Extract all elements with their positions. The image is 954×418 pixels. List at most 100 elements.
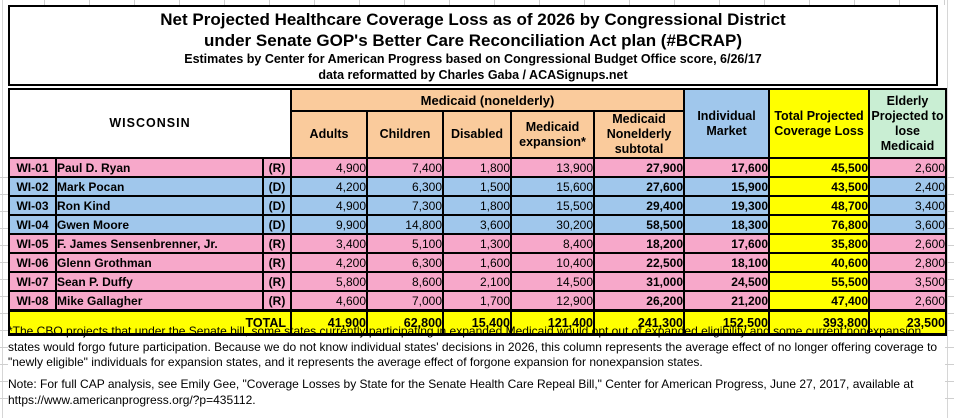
disabled-cell: 1,500: [442, 176, 512, 197]
state-label: WISCONSIN: [8, 88, 292, 159]
expansion-cell: 30,200: [510, 214, 595, 235]
children-cell: 14,800: [366, 214, 444, 235]
total-elderly-cell: 23,500: [868, 309, 947, 336]
elderly-cell: 2,400: [868, 176, 947, 197]
title-line-3: Estimates by Center for American Progres…: [184, 52, 762, 66]
disabled-cell: 3,600: [442, 214, 512, 235]
party-cell: (R): [262, 157, 292, 178]
total-subtotal-cell: 241,300: [593, 309, 685, 336]
coverage-loss-table: WISCONSIN Medicaid (nonelderly) Individu…: [8, 88, 947, 336]
table-row: WI-08 Mike Gallagher (R) 4,600 7,000 1,7…: [8, 290, 947, 312]
disabled-cell: 1,800: [442, 195, 512, 216]
column-header-total-loss: Total Projected Coverage Loss: [768, 88, 870, 159]
disabled-cell: 1,700: [442, 290, 512, 312]
expansion-cell: 13,900: [510, 157, 595, 178]
elderly-cell: 2,600: [868, 290, 947, 312]
individual-market-cell: 21,200: [683, 290, 770, 312]
subtotal-cell: 27,600: [593, 176, 685, 197]
column-header-disabled: Disabled: [442, 110, 512, 159]
total-row: TOTAL 41,900 62,800 15,400 121,400 241,3…: [8, 309, 947, 336]
title-line-1: Net Projected Healthcare Coverage Loss a…: [160, 10, 786, 29]
name-cell: Mark Pocan: [55, 176, 264, 197]
adults-cell: 4,600: [290, 290, 368, 312]
table-row: WI-04 Gwen Moore (D) 9,900 14,800 3,600 …: [8, 214, 947, 235]
children-cell: 6,300: [366, 252, 444, 273]
party-cell: (R): [262, 271, 292, 292]
individual-market-cell: 17,600: [683, 157, 770, 178]
district-cell: WI-08: [8, 290, 57, 312]
adults-cell: 4,200: [290, 252, 368, 273]
elderly-cell: 3,400: [868, 195, 947, 216]
district-cell: WI-07: [8, 271, 57, 292]
individual-market-cell: 17,600: [683, 233, 770, 254]
subtotal-cell: 58,500: [593, 214, 685, 235]
children-cell: 7,000: [366, 290, 444, 312]
name-cell: F. James Sensenbrenner, Jr.: [55, 233, 264, 254]
children-cell: 7,300: [366, 195, 444, 216]
adults-cell: 5,800: [290, 271, 368, 292]
total-loss-cell: 45,500: [768, 157, 870, 178]
subtotal-cell: 27,900: [593, 157, 685, 178]
disabled-cell: 2,100: [442, 271, 512, 292]
district-cell: WI-06: [8, 252, 57, 273]
sheet-gridlines-top: [0, 0, 954, 5]
elderly-cell: 3,500: [868, 271, 947, 292]
total-loss-cell: 40,600: [768, 252, 870, 273]
total-loss-cell: 47,400: [768, 290, 870, 312]
party-cell: (D): [262, 195, 292, 216]
party-cell: (R): [262, 252, 292, 273]
subtotal-cell: 31,000: [593, 271, 685, 292]
table-row: WI-01 Paul D. Ryan (R) 4,900 7,400 1,800…: [8, 157, 947, 178]
table-row: WI-06 Glenn Grothman (R) 4,200 6,300 1,6…: [8, 252, 947, 273]
district-cell: WI-05: [8, 233, 57, 254]
individual-market-cell: 18,300: [683, 214, 770, 235]
title-line-4: data reformatted by Charles Gaba / ACASi…: [318, 68, 628, 82]
adults-cell: 4,200: [290, 176, 368, 197]
column-header-expansion: Medicaid expansion*: [510, 110, 595, 159]
individual-market-cell: 24,500: [683, 271, 770, 292]
total-loss-cell: 43,500: [768, 176, 870, 197]
adults-cell: 4,900: [290, 157, 368, 178]
individual-market-cell: 18,100: [683, 252, 770, 273]
expansion-cell: 12,900: [510, 290, 595, 312]
name-cell: Glenn Grothman: [55, 252, 264, 273]
column-header-medicaid-group: Medicaid (nonelderly): [290, 88, 685, 112]
children-cell: 7,400: [366, 157, 444, 178]
total-loss-cell: 55,500: [768, 271, 870, 292]
total-individual-market-cell: 152,500: [683, 309, 770, 336]
column-header-adults: Adults: [290, 110, 368, 159]
disabled-cell: 1,800: [442, 157, 512, 178]
party-cell: (D): [262, 176, 292, 197]
adults-cell: 9,900: [290, 214, 368, 235]
district-cell: WI-04: [8, 214, 57, 235]
table-row: WI-07 Sean P. Duffy (R) 5,800 8,600 2,10…: [8, 271, 947, 292]
children-cell: 6,300: [366, 176, 444, 197]
title-line-2: under Senate GOP's Better Care Reconcili…: [203, 31, 743, 50]
expansion-cell: 14,500: [510, 271, 595, 292]
table-row: WI-03 Ron Kind (D) 4,900 7,300 1,800 15,…: [8, 195, 947, 216]
adults-cell: 4,900: [290, 195, 368, 216]
subtotal-cell: 26,200: [593, 290, 685, 312]
district-cell: WI-03: [8, 195, 57, 216]
individual-market-cell: 19,300: [683, 195, 770, 216]
total-loss-cell: 35,800: [768, 233, 870, 254]
elderly-cell: 3,600: [868, 214, 947, 235]
name-cell: Paul D. Ryan: [55, 157, 264, 178]
expansion-cell: 10,400: [510, 252, 595, 273]
cbo-footnote: *The CBO projects that under the Senate …: [8, 324, 938, 369]
total-children-cell: 62,800: [366, 309, 444, 336]
total-disabled-cell: 15,400: [442, 309, 512, 336]
total-loss-cell: 76,800: [768, 214, 870, 235]
elderly-cell: 2,600: [868, 233, 947, 254]
name-cell: Mike Gallagher: [55, 290, 264, 312]
title-box: Net Projected Healthcare Coverage Loss a…: [8, 5, 938, 86]
expansion-cell: 8,400: [510, 233, 595, 254]
party-cell: (R): [262, 290, 292, 312]
disabled-cell: 1,300: [442, 233, 512, 254]
grand-total-cell: 393,800: [768, 309, 870, 336]
children-cell: 5,100: [366, 233, 444, 254]
expansion-cell: 15,500: [510, 195, 595, 216]
name-cell: Ron Kind: [55, 195, 264, 216]
party-cell: (D): [262, 214, 292, 235]
